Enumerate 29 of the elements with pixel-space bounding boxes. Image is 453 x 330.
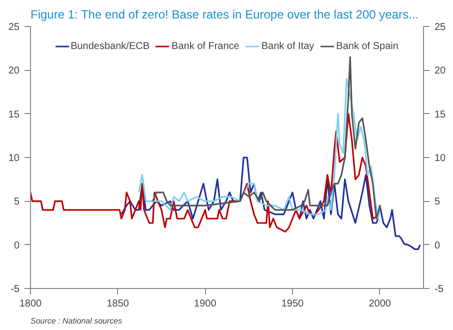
line-series [30, 113, 378, 233]
y2-tick-label: 10 [434, 153, 446, 164]
y2-tick-label: 0 [434, 240, 440, 252]
line-series [152, 56, 381, 220]
chart-title: Figure 1: The end of zero! Base rates in Europe over the last 200 years... [30, 8, 418, 22]
y2-tick-label: 20 [434, 66, 446, 77]
x-tick-label: 1950 [281, 298, 304, 310]
x-tick-label: 2000 [368, 298, 392, 310]
legend-label: Bank of Spain [336, 40, 398, 52]
y-tick-label: 5 [14, 196, 20, 208]
legend-label: Bundesbank/ECB [70, 40, 150, 52]
y2-tick-label: 15 [434, 109, 446, 120]
x-tick-label: 1850 [106, 298, 130, 310]
y-tick-label: 0 [14, 240, 20, 252]
y-tick-label: 15 [8, 109, 20, 120]
y-tick-label: -5 [10, 284, 20, 295]
y-tick-label: 20 [8, 66, 20, 77]
y-tick-label: 10 [8, 153, 20, 164]
line-series [120, 156, 421, 250]
y-tick-label: 25 [8, 22, 20, 33]
y2-tick-label: 5 [434, 196, 440, 208]
x-tick-label: 1800 [19, 298, 42, 310]
line-series [138, 78, 381, 220]
y2-tick-label: -5 [434, 284, 444, 295]
legend-label: Bank of France [172, 40, 240, 52]
x-tick-label: 1900 [194, 298, 217, 310]
source-note: Source : National sources [30, 316, 122, 326]
legend-label: Bank of Itay [261, 40, 314, 52]
y2-tick-label: 25 [434, 22, 446, 33]
